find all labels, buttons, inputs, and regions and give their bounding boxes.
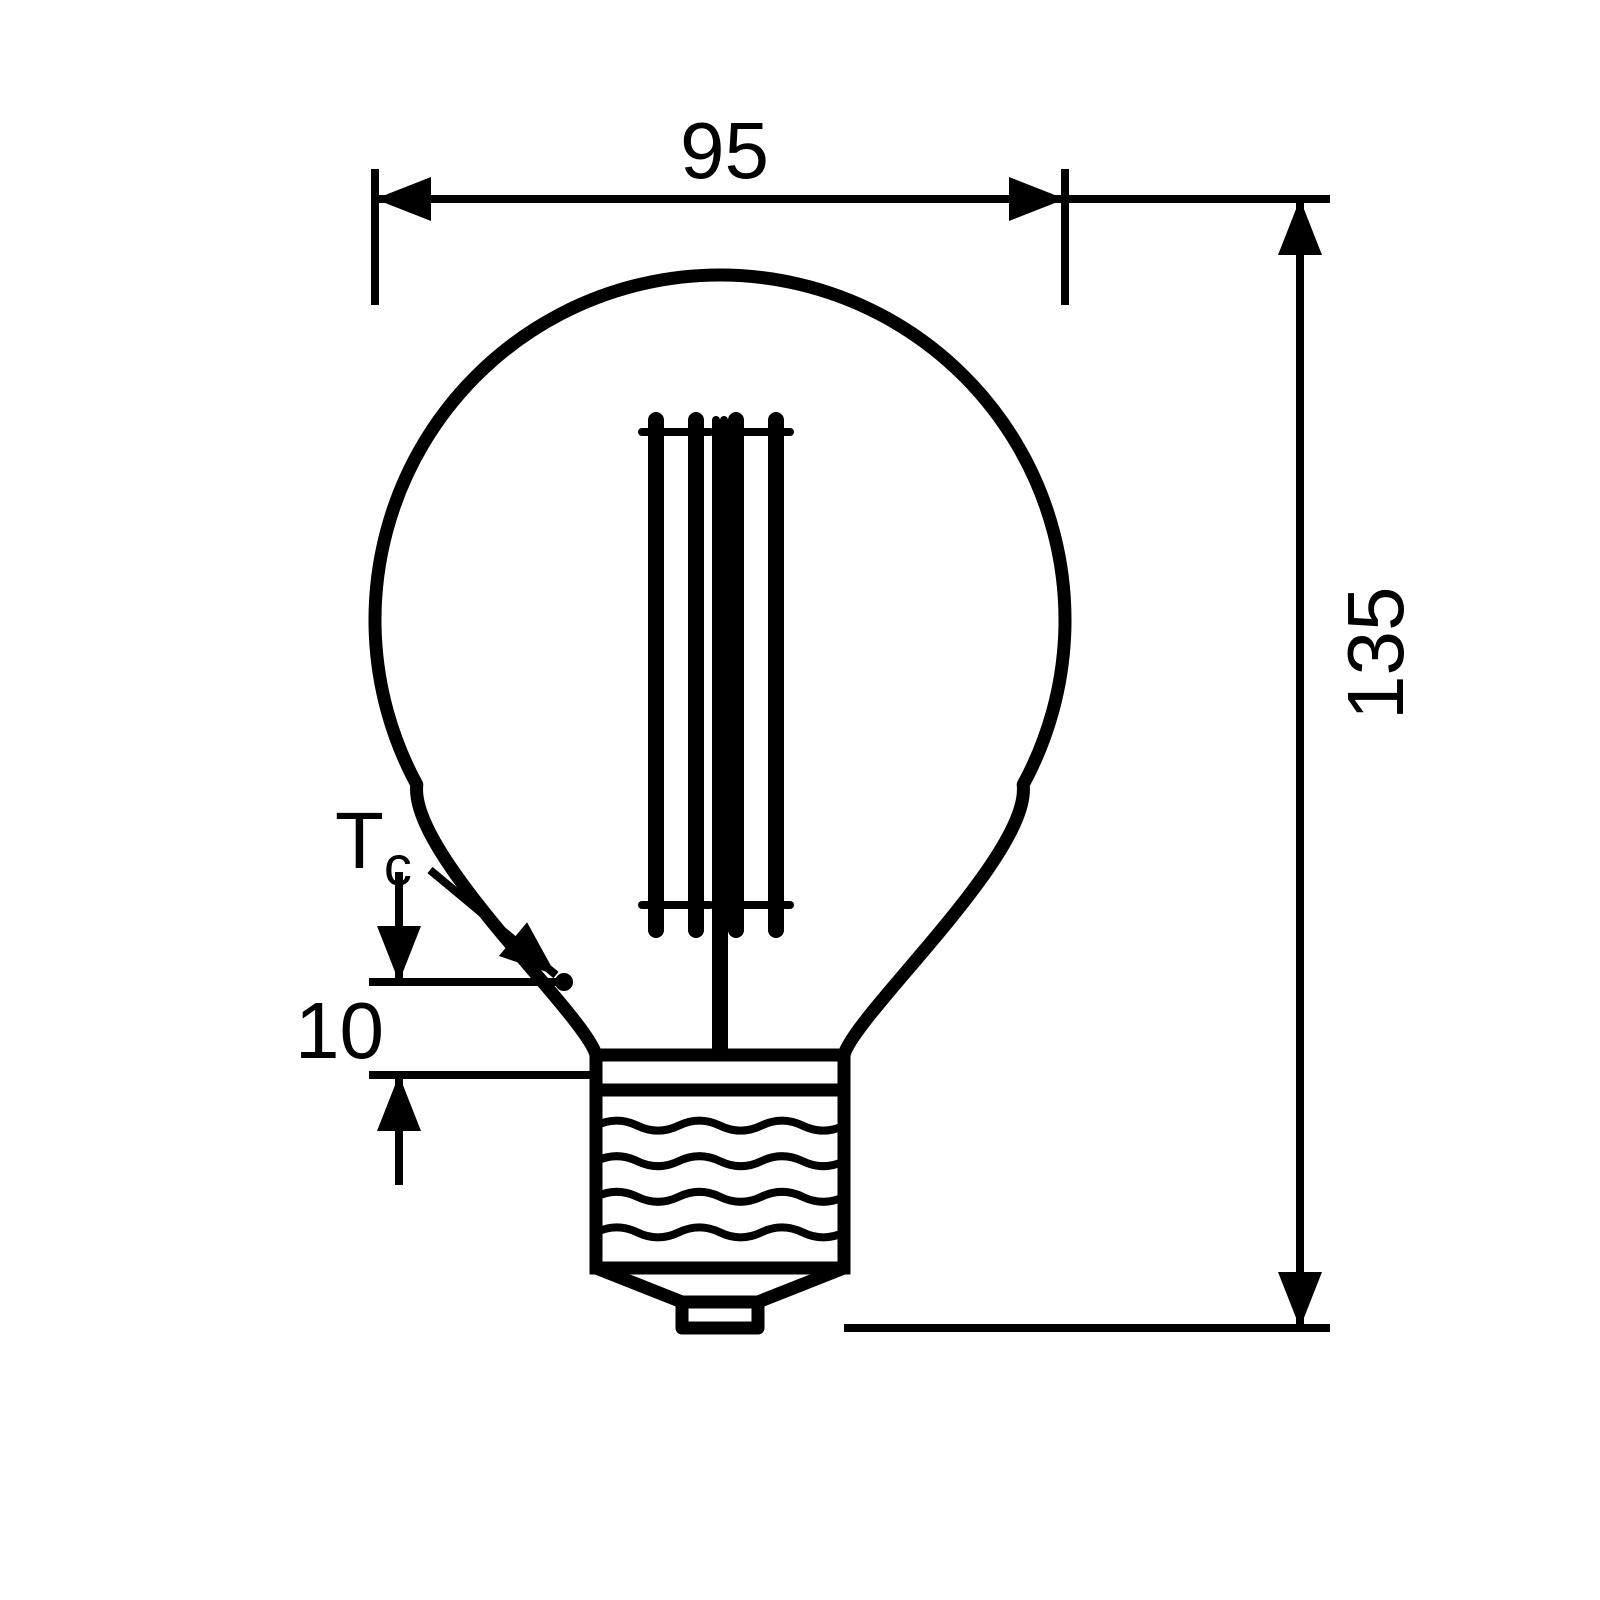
tc-symbol: T — [335, 796, 384, 885]
dimension-width-label: 95 — [680, 105, 769, 197]
dimension-height-label: 135 — [1330, 587, 1422, 720]
tc-subscript: c — [384, 834, 412, 897]
technical-drawing-svg — [0, 0, 1600, 1600]
drawing-stage: 95 135 10 Tc — [0, 0, 1600, 1600]
dimension-tc-offset-label: 10 — [295, 985, 384, 1077]
tc-point-label: Tc — [335, 795, 412, 898]
